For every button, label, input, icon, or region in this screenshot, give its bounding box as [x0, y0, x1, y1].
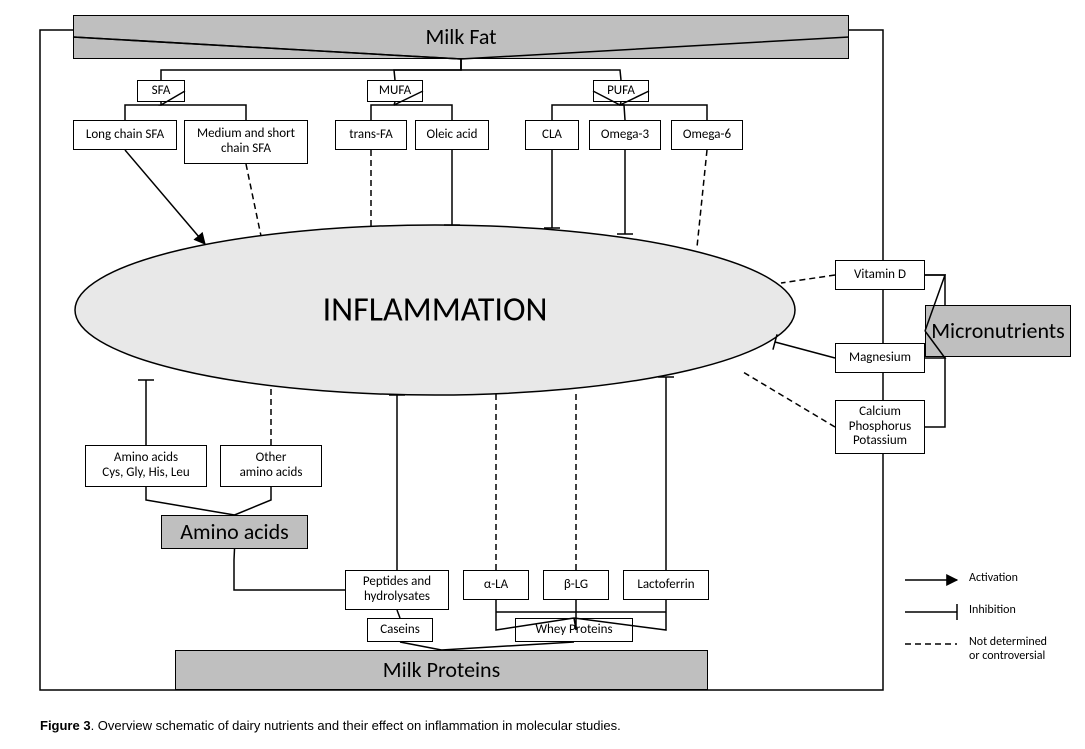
edges-svg: [0, 0, 1085, 749]
figure-caption: Figure 3. Overview schematic of dairy nu…: [40, 718, 621, 733]
caption-prefix: Figure 3: [40, 718, 91, 733]
caption-text: . Overview schematic of dairy nutrients …: [91, 718, 621, 733]
legend-label: Activation: [969, 572, 1018, 586]
legend-label: Inhibition: [969, 604, 1016, 618]
diagram-stage: INFLAMMATION Milk FatMicronutrientsAmino…: [0, 0, 1085, 749]
legend-label: Not determined or controversial: [969, 636, 1047, 664]
